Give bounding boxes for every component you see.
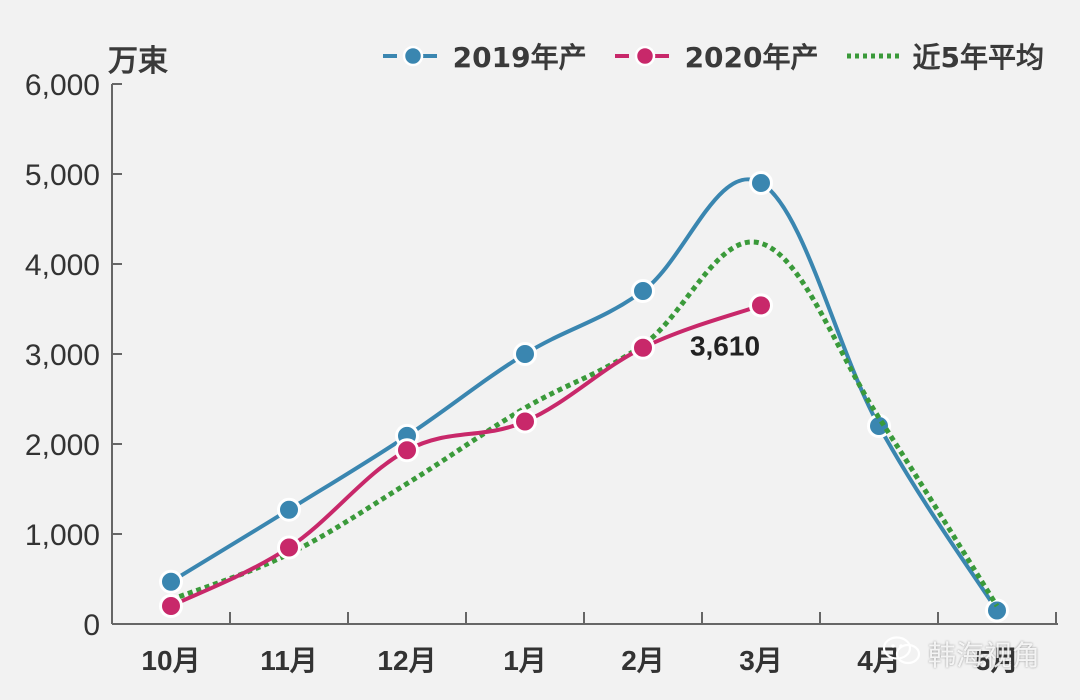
x-tick-label: 12月 <box>377 645 436 676</box>
legend-label-5yr-avg: 近5年平均 <box>912 41 1044 74</box>
data-point-0 <box>985 598 1009 623</box>
data-point-1 <box>631 335 655 360</box>
data-point-1 <box>749 293 773 318</box>
wechat-icon <box>882 635 922 674</box>
data-point-0 <box>159 569 183 594</box>
y-tick-label: 0 <box>83 609 100 642</box>
data-point-0 <box>513 342 537 366</box>
data-point-0 <box>749 171 773 195</box>
series-line-1 <box>169 303 763 608</box>
watermark: 韩海视角 <box>882 634 1040 674</box>
legend-swatch-2020 <box>613 44 677 68</box>
data-point-1 <box>277 535 301 560</box>
legend-item-2020: 2020年产 <box>613 36 819 76</box>
x-tick-label: 11月 <box>260 645 318 676</box>
data-point-0 <box>631 279 655 303</box>
data-point-1 <box>395 438 419 463</box>
legend-label-2020: 2020年产 <box>684 41 819 74</box>
data-point-1 <box>513 409 537 434</box>
x-tick-label: 1月 <box>503 645 547 676</box>
x-tick-label: 10月 <box>141 645 200 676</box>
data-label: 3,610 <box>690 330 760 361</box>
legend: 2019年产 2020年产 近5年平均 <box>381 36 1044 76</box>
x-tick-label: 5月 <box>975 645 1019 676</box>
legend-label-2019: 2019年产 <box>452 41 587 74</box>
y-tick-label: 3,000 <box>25 339 100 372</box>
x-tick-label: 3月 <box>739 645 783 676</box>
watermark-text: 韩海视角 <box>928 639 1041 672</box>
legend-swatch-2019 <box>381 44 445 68</box>
y-tick-label: 4,000 <box>25 249 100 282</box>
legend-item-2019: 2019年产 <box>381 36 587 76</box>
y-tick-label: 6,000 <box>25 69 100 102</box>
data-point-0 <box>277 497 301 522</box>
legend-swatch-5yr-avg <box>845 44 905 68</box>
x-tick-label: 4月 <box>857 645 901 676</box>
y-tick-label: 2,000 <box>25 429 100 462</box>
y-axis-unit-label: 万束 <box>108 44 168 79</box>
y-tick-label: 5,000 <box>25 159 100 192</box>
x-tick-label: 2月 <box>621 645 665 676</box>
legend-item-5yr-avg: 近5年平均 <box>845 36 1044 76</box>
data-point-1 <box>159 594 183 618</box>
y-tick-label: 1,000 <box>25 519 100 552</box>
